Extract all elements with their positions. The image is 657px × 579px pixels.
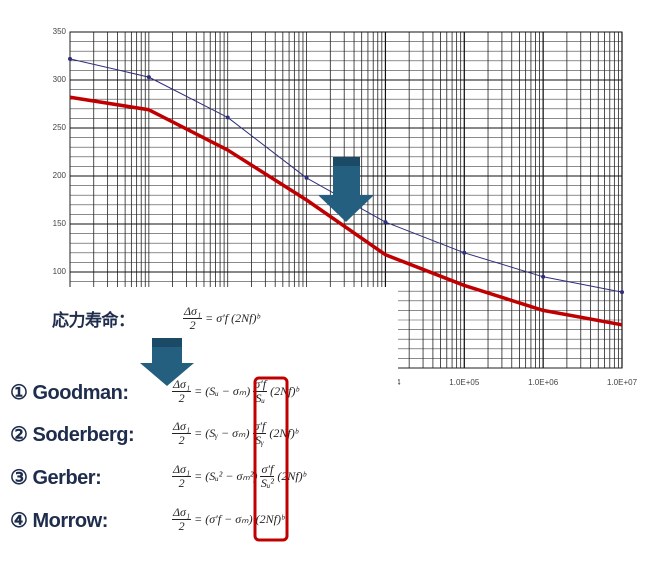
point (225, 115, 230, 120)
fraction: σ′f Sᵧ (252, 419, 267, 447)
formula: Δσ₁ 2 = (σ′f − σₘ) (2Nf)ᵇ (172, 506, 284, 533)
x-tick-label: 1.0E+07 (607, 378, 638, 387)
x-tick-label: 1.0E+05 (449, 378, 480, 387)
point (541, 274, 546, 279)
formula: Δσ₁ 2 = (Sᵤ² − σₘ²) σ′f Sᵤ² (2Nf)ᵇ (172, 463, 306, 490)
arrow-cap (333, 157, 360, 166)
denominator: 2 (178, 519, 185, 533)
numerator: Δσ₁ (172, 505, 192, 520)
cover (0, 287, 398, 579)
fraction: σ′f Sᵤ² (260, 462, 275, 490)
fraction: Δσ₁ 2 (172, 419, 192, 447)
y-tick-label: 300 (53, 75, 67, 84)
formula-term: = (Sᵤ² − σₘ²) (194, 469, 258, 483)
numerator: σ′f (252, 419, 267, 434)
numerator: Δσ₁ (172, 462, 192, 477)
point (146, 75, 151, 80)
fraction: Δσ₁ 2 (172, 505, 192, 533)
denominator: 2 (178, 476, 185, 490)
fraction: Δσ₁ 2 (183, 304, 203, 332)
label: ③ Gerber: (10, 467, 102, 489)
numerator: Δσ₁ (172, 419, 192, 434)
label: 応力寿命： (52, 311, 135, 330)
formula-term: (2Nf)ᵇ (255, 512, 285, 526)
denominator: 2 (178, 433, 185, 447)
formula-term: (2Nf)ᵇ (269, 426, 298, 440)
denominator: Sᵤ² (260, 476, 274, 490)
y-tick-label: 100 (53, 267, 67, 276)
formula-term: (2Nf)ᵇ (270, 384, 299, 398)
point (68, 56, 72, 61)
label: ① Goodman: (10, 382, 129, 404)
label: ④ Morrow: (10, 510, 108, 532)
y-tick-label: 150 (53, 219, 67, 228)
denominator: Sᵤ (255, 391, 265, 405)
label: ② Soderberg: (10, 424, 135, 446)
formula-term: = (Sᵤ − σₘ) (194, 384, 251, 398)
formula: Δσ₁ 2 = (Sᵧ − σₘ) σ′f Sᵧ (2Nf)ᵇ (172, 420, 298, 447)
numerator: Δσ₁ (183, 304, 203, 319)
arrow-body (333, 166, 360, 195)
denominator: 2 (189, 318, 196, 332)
formula-term: = σ′f (2Nf)ᵇ (205, 311, 260, 325)
denominator: 2 (178, 391, 185, 405)
series-line (69, 95, 623, 327)
formula: Δσ₁ 2 = σ′f (2Nf)ᵇ (183, 305, 260, 332)
y-tick-label: 250 (53, 123, 67, 132)
denominator: Sᵧ (255, 433, 264, 447)
fraction: Δσ₁ 2 (172, 377, 192, 405)
numerator: σ′f (253, 377, 268, 392)
fraction: σ′f Sᵤ (253, 377, 268, 405)
formula: Δσ₁ 2 = (Sᵤ − σₘ) σ′f Sᵤ (2Nf)ᵇ (172, 378, 299, 405)
arrow-head (318, 195, 374, 222)
y-tick-label: 200 (53, 171, 67, 180)
point (383, 220, 388, 225)
x-tick-label: 1.0E+06 (528, 378, 559, 387)
numerator: σ′f (260, 462, 275, 477)
point (620, 290, 624, 295)
formula-term: = (σ′f − σₘ) (194, 512, 253, 526)
point (304, 175, 309, 180)
formula-term: = (Sᵧ − σₘ) (194, 426, 250, 440)
point (462, 250, 467, 255)
formula-term: (2Nf)ᵇ (277, 469, 306, 483)
y-tick-label: 350 (53, 27, 67, 36)
fraction: Δσ₁ 2 (172, 462, 192, 490)
numerator: Δσ₁ (172, 377, 192, 392)
